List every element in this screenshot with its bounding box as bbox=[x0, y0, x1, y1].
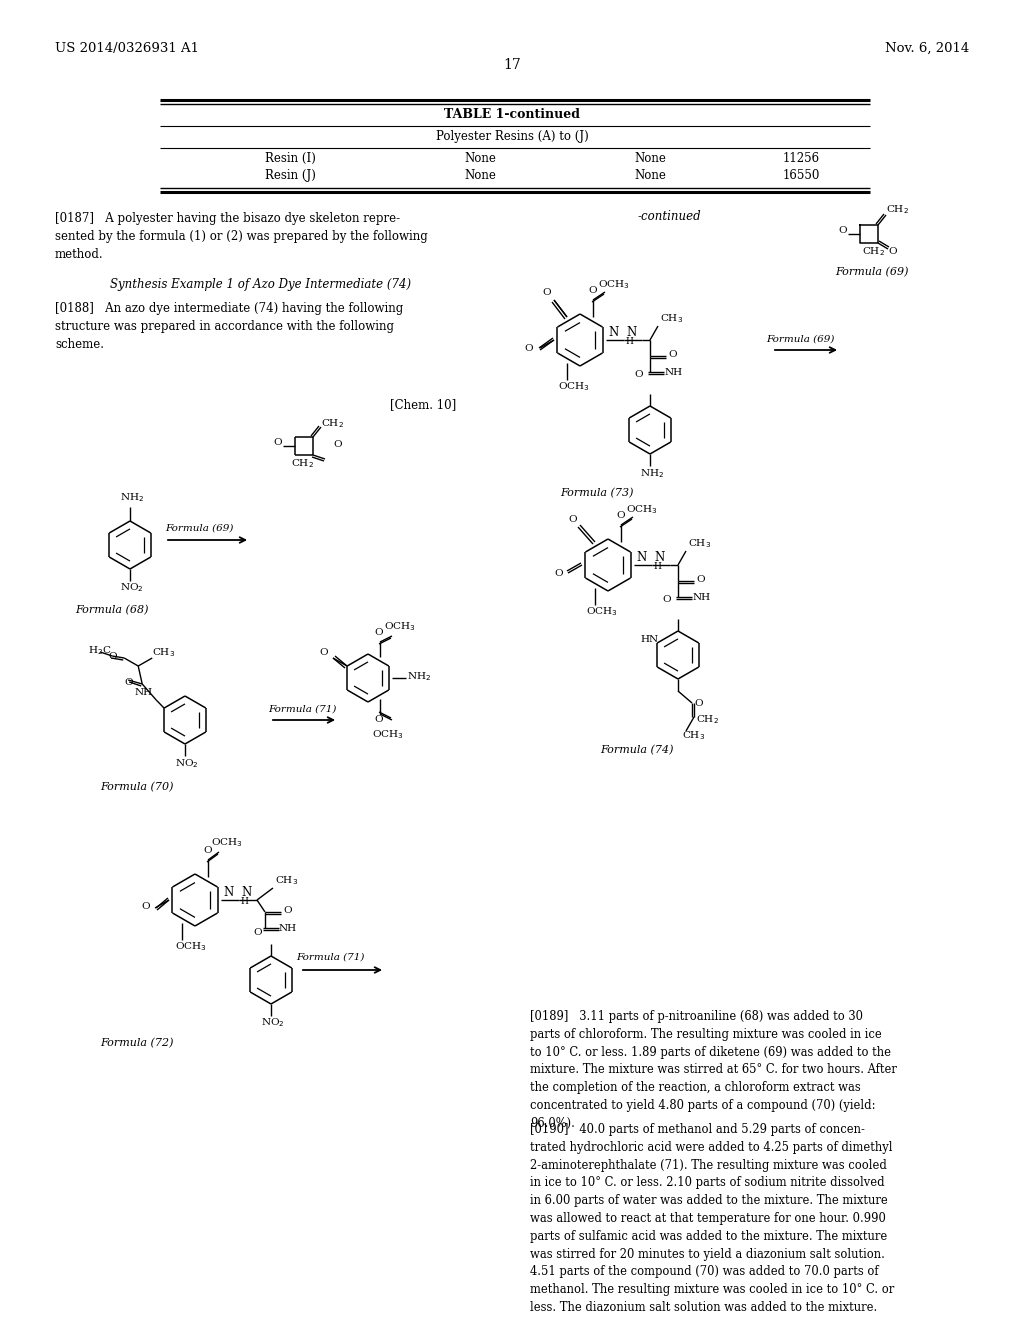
Text: N: N bbox=[241, 886, 251, 899]
Text: O: O bbox=[696, 576, 705, 583]
Text: O: O bbox=[634, 370, 643, 379]
Text: O: O bbox=[273, 438, 282, 447]
Text: Formula (71): Formula (71) bbox=[268, 705, 336, 714]
Text: 16550: 16550 bbox=[782, 169, 820, 182]
Text: [0187]   A polyester having the bisazo dye skeleton repre-
sented by the formula: [0187] A polyester having the bisazo dye… bbox=[55, 213, 428, 261]
Text: [0190]   40.0 parts of methanol and 5.29 parts of concen-
trated hydrochloric ac: [0190] 40.0 parts of methanol and 5.29 p… bbox=[530, 1123, 894, 1313]
Text: -continued: -continued bbox=[638, 210, 701, 223]
Text: N: N bbox=[636, 550, 646, 564]
Text: CH$_3$: CH$_3$ bbox=[682, 729, 706, 742]
Text: O: O bbox=[124, 678, 133, 686]
Text: NO$_2$: NO$_2$ bbox=[261, 1016, 285, 1028]
Text: O: O bbox=[333, 440, 342, 449]
Text: H: H bbox=[653, 562, 660, 572]
Text: OCH$_3$: OCH$_3$ bbox=[626, 503, 657, 516]
Text: O: O bbox=[554, 569, 562, 578]
Text: Synthesis Example 1 of Azo Dye Intermediate (74): Synthesis Example 1 of Azo Dye Intermedi… bbox=[110, 279, 411, 290]
Text: O: O bbox=[203, 846, 212, 855]
Text: OCH$_3$: OCH$_3$ bbox=[372, 729, 403, 741]
Text: CH$_2$: CH$_2$ bbox=[696, 713, 719, 726]
Text: O: O bbox=[694, 700, 702, 708]
Text: 17: 17 bbox=[503, 58, 521, 73]
Text: O: O bbox=[668, 350, 677, 359]
Text: None: None bbox=[464, 152, 496, 165]
Text: NO$_2$: NO$_2$ bbox=[175, 756, 199, 770]
Text: OCH$_3$: OCH$_3$ bbox=[598, 279, 630, 290]
Text: Formula (68): Formula (68) bbox=[75, 605, 148, 615]
Text: Nov. 6, 2014: Nov. 6, 2014 bbox=[885, 42, 969, 55]
Text: NH$_2$: NH$_2$ bbox=[120, 491, 144, 504]
Text: O: O bbox=[319, 648, 328, 657]
Text: OCH$_3$: OCH$_3$ bbox=[586, 605, 617, 618]
Text: None: None bbox=[464, 169, 496, 182]
Text: Formula (70): Formula (70) bbox=[100, 781, 173, 792]
Text: Formula (69): Formula (69) bbox=[835, 267, 908, 277]
Text: OCH$_3$: OCH$_3$ bbox=[211, 836, 243, 849]
Text: [Chem. 10]: [Chem. 10] bbox=[390, 399, 457, 411]
Text: 11256: 11256 bbox=[783, 152, 820, 165]
Text: [0189]   3.11 parts of p-nitroaniline (68) was added to 30
parts of chloroform. : [0189] 3.11 parts of p-nitroaniline (68)… bbox=[530, 1010, 897, 1130]
Text: Formula (74): Formula (74) bbox=[600, 744, 674, 755]
Text: None: None bbox=[634, 152, 666, 165]
Text: O: O bbox=[374, 715, 383, 723]
Text: O: O bbox=[662, 595, 671, 605]
Text: NH: NH bbox=[279, 924, 297, 933]
Text: Formula (69): Formula (69) bbox=[165, 524, 233, 533]
Text: O: O bbox=[838, 226, 847, 235]
Text: N: N bbox=[608, 326, 618, 339]
Text: Resin (I): Resin (I) bbox=[265, 152, 315, 165]
Text: CH$_2$: CH$_2$ bbox=[886, 203, 909, 215]
Text: Formula (69): Formula (69) bbox=[766, 335, 835, 345]
Text: OCH$_3$: OCH$_3$ bbox=[175, 940, 207, 953]
Text: O: O bbox=[253, 928, 261, 937]
Text: Formula (72): Formula (72) bbox=[100, 1038, 173, 1048]
Text: N: N bbox=[223, 886, 233, 899]
Text: OCH$_3$: OCH$_3$ bbox=[558, 380, 590, 393]
Text: HN: HN bbox=[640, 635, 658, 644]
Text: Polyester Resins (A) to (J): Polyester Resins (A) to (J) bbox=[435, 129, 589, 143]
Text: O: O bbox=[616, 511, 625, 520]
Text: O: O bbox=[568, 515, 577, 524]
Text: N: N bbox=[626, 326, 636, 339]
Text: NH: NH bbox=[134, 688, 153, 697]
Text: NH: NH bbox=[665, 368, 683, 378]
Text: CH$_2$: CH$_2$ bbox=[291, 457, 314, 470]
Text: [0188]   An azo dye intermediate (74) having the following
structure was prepare: [0188] An azo dye intermediate (74) havi… bbox=[55, 302, 403, 351]
Text: O: O bbox=[283, 906, 292, 915]
Text: Formula (73): Formula (73) bbox=[560, 488, 634, 499]
Text: CH$_3$: CH$_3$ bbox=[275, 874, 298, 887]
Text: H: H bbox=[240, 898, 248, 906]
Text: H: H bbox=[625, 337, 633, 346]
Text: O: O bbox=[888, 247, 897, 256]
Text: Resin (J): Resin (J) bbox=[265, 169, 315, 182]
Text: TABLE 1-continued: TABLE 1-continued bbox=[444, 108, 580, 121]
Text: NH$_2$: NH$_2$ bbox=[407, 671, 431, 682]
Text: Formula (71): Formula (71) bbox=[296, 953, 365, 962]
Text: None: None bbox=[634, 169, 666, 182]
Text: CH$_3$: CH$_3$ bbox=[660, 312, 683, 325]
Text: O: O bbox=[588, 286, 597, 294]
Text: O: O bbox=[374, 628, 383, 638]
Text: CH$_3$: CH$_3$ bbox=[688, 537, 711, 550]
Text: OCH$_3$: OCH$_3$ bbox=[384, 620, 416, 632]
Text: N: N bbox=[654, 550, 665, 564]
Text: NO$_2$: NO$_2$ bbox=[120, 581, 143, 594]
Text: CH$_2$: CH$_2$ bbox=[862, 246, 885, 257]
Text: NH$_2$: NH$_2$ bbox=[640, 467, 665, 479]
Text: NH: NH bbox=[693, 593, 711, 602]
Text: US 2014/0326931 A1: US 2014/0326931 A1 bbox=[55, 42, 199, 55]
Text: O: O bbox=[542, 288, 551, 297]
Text: H$_2$C: H$_2$C bbox=[88, 644, 112, 657]
Text: O: O bbox=[524, 345, 532, 352]
Text: O: O bbox=[141, 902, 150, 911]
Text: O: O bbox=[109, 652, 117, 661]
Text: CH$_3$: CH$_3$ bbox=[153, 645, 175, 659]
Text: CH$_2$: CH$_2$ bbox=[321, 417, 344, 430]
